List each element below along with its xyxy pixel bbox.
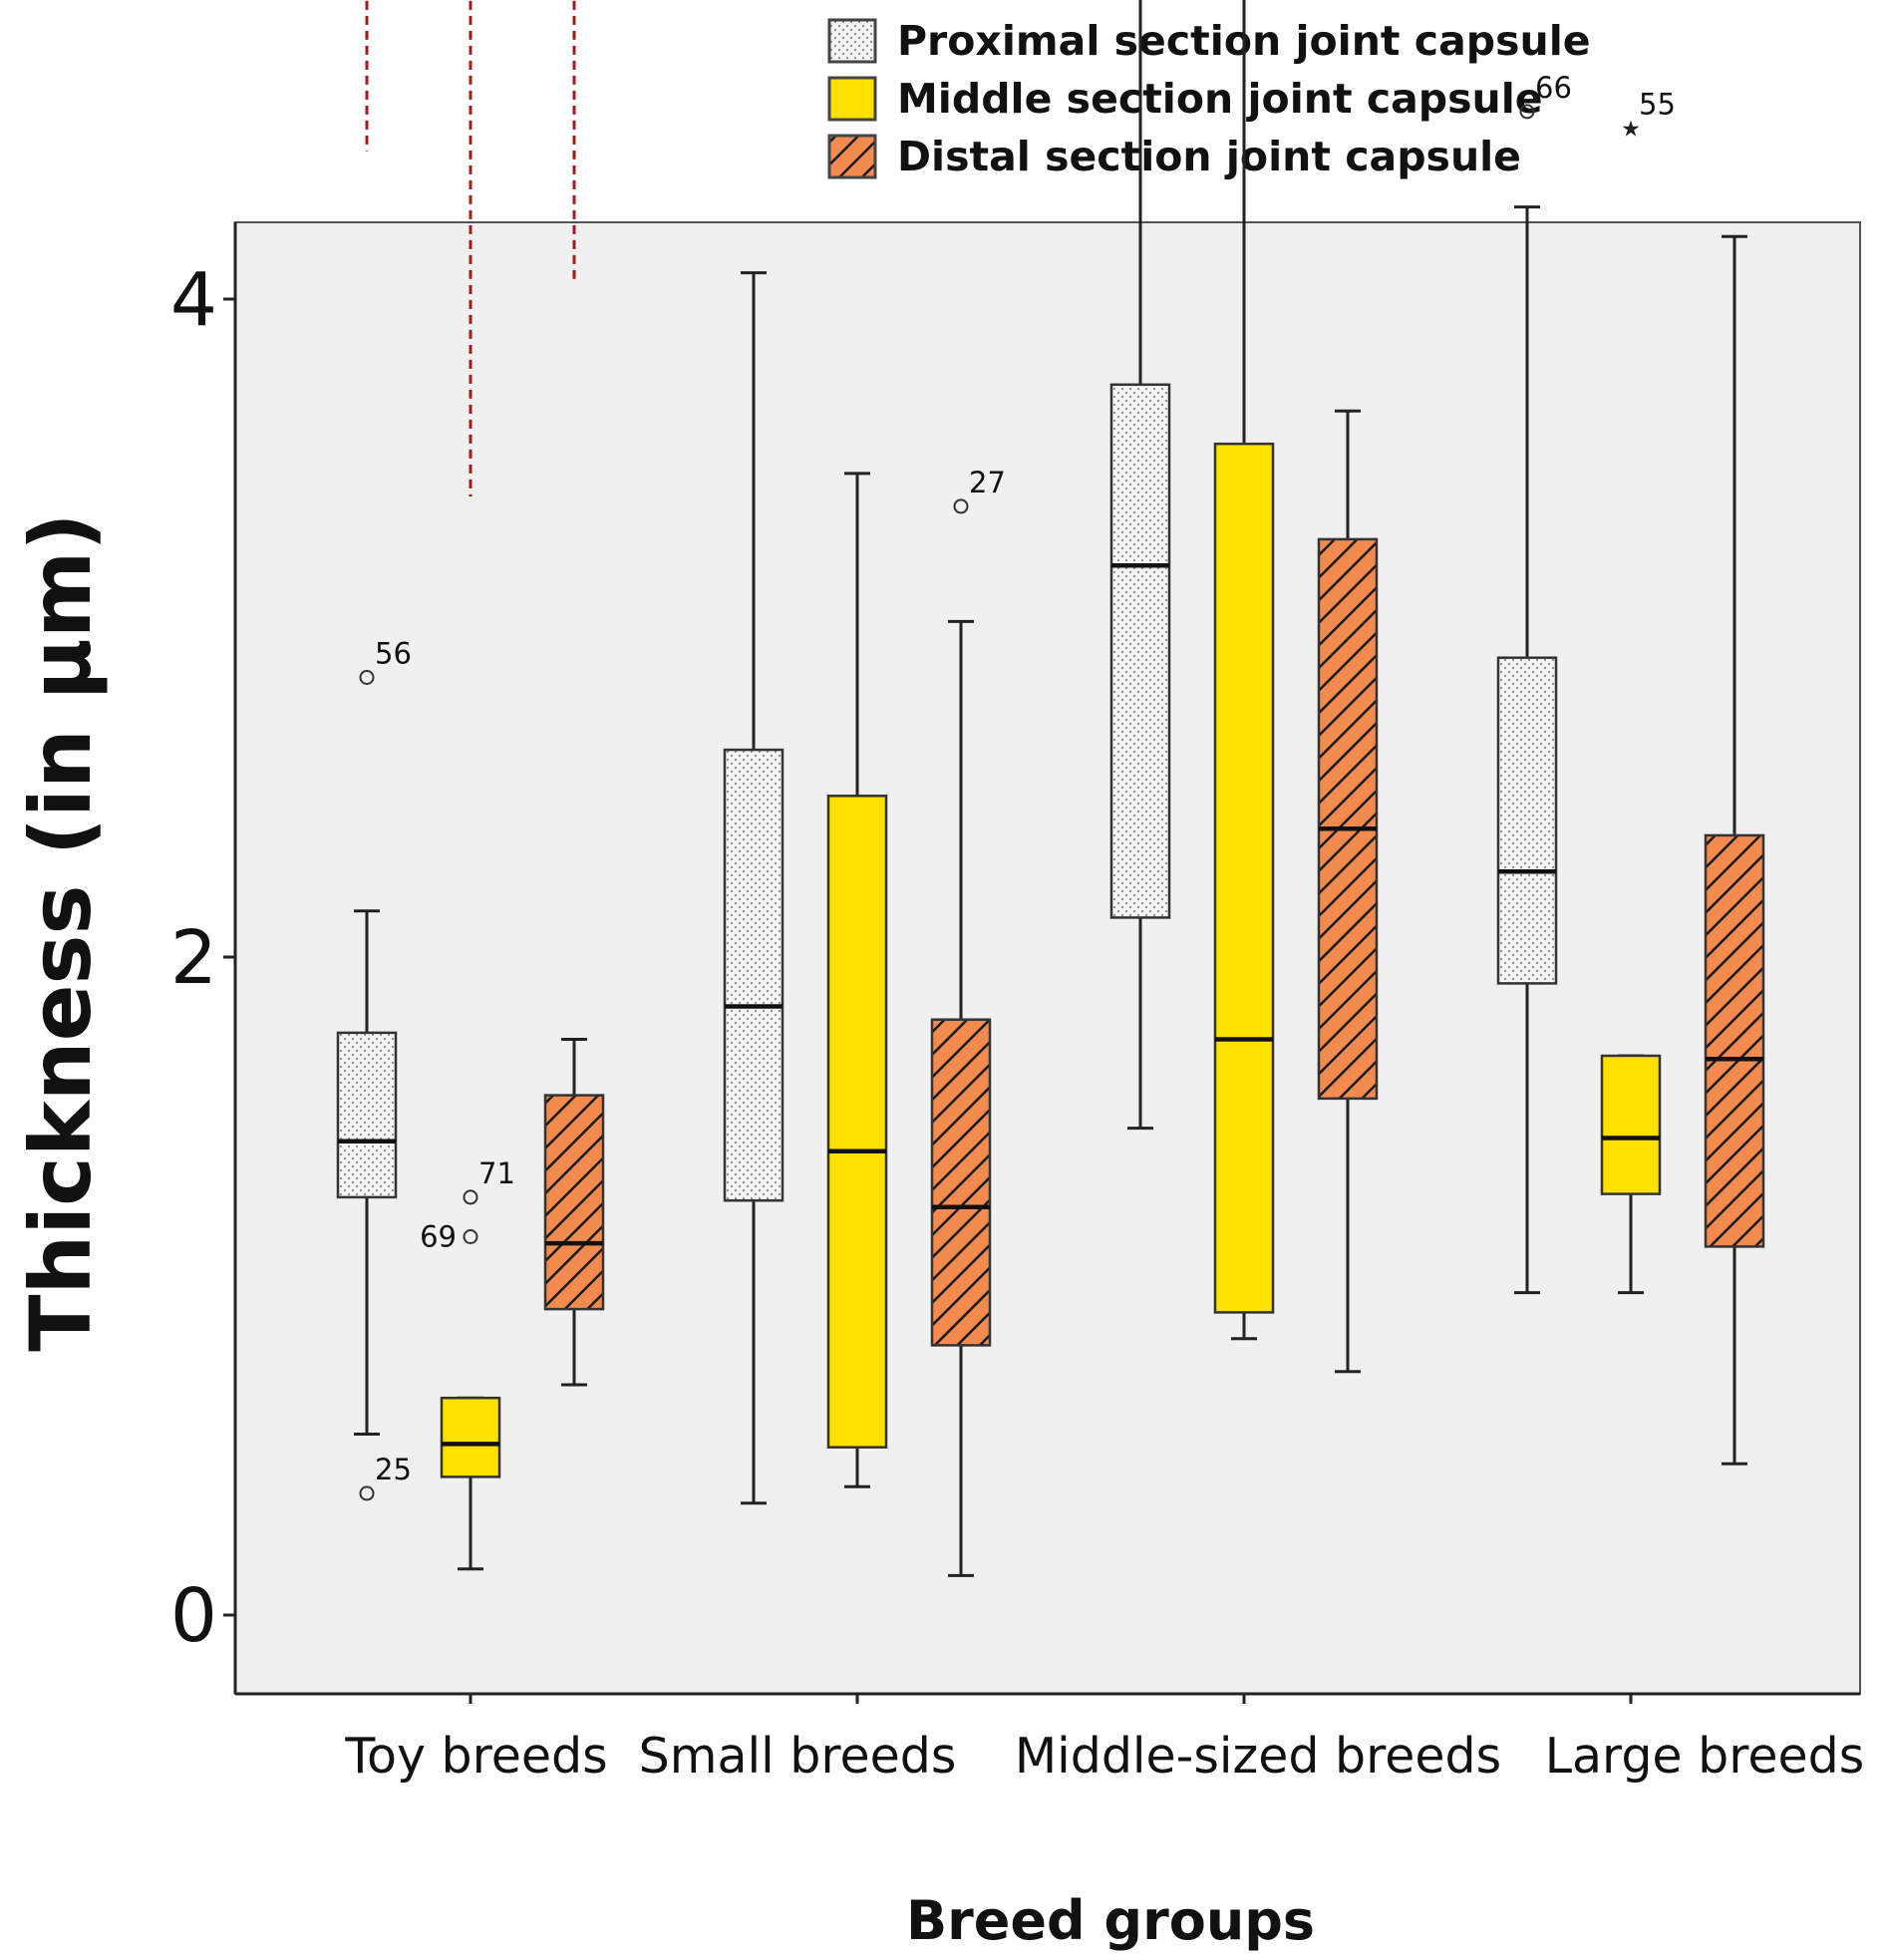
outlier-label: 71 [478, 1156, 515, 1190]
box-iqr [1317, 537, 1379, 1101]
y-tick-label: 2 [170, 915, 217, 1001]
x-category-label: Middle-sized breeds [1015, 1728, 1501, 1785]
box-distal-3 [1704, 234, 1765, 1466]
box-iqr [1109, 383, 1171, 919]
legend-label-middle: Middle section joint capsule [897, 75, 1543, 123]
outlier-star: ★ [1621, 117, 1641, 142]
y-tick-label: 4 [170, 257, 217, 343]
legend-swatch-middle [827, 76, 877, 122]
box-iqr [1213, 442, 1275, 1314]
outlier-label: 25 [375, 1453, 412, 1486]
outlier-circle [1519, 104, 1535, 120]
box-middle-3 [1600, 1054, 1662, 1295]
y-axis-ticks: 02468 [170, 257, 235, 1659]
legend: Proximal section joint capsule Middle se… [827, 17, 1591, 180]
legend-swatch-distal [827, 134, 877, 179]
legend-item-proximal: Proximal section joint capsule [827, 17, 1591, 65]
x-category-label: Small breeds [639, 1728, 957, 1785]
legend-swatch-proximal [827, 18, 877, 64]
x-category-label: Toy breeds [344, 1728, 607, 1785]
box-proximal-3 [1496, 205, 1558, 1295]
outlier-label: 55 [1639, 87, 1676, 121]
box-iqr [723, 748, 785, 1202]
outlier-circle [463, 1189, 478, 1205]
outlier-label: 66 [1535, 71, 1572, 105]
box-iqr [1704, 833, 1765, 1248]
box-iqr [440, 1396, 501, 1478]
x-axis-ticks: Toy breeds Small breeds Middle-sized breed… [344, 1694, 1864, 1785]
box-distal-1 [930, 619, 992, 1577]
significance-bracket: * [365, 0, 576, 496]
box-iqr [1600, 1054, 1662, 1195]
box-iqr [826, 795, 888, 1449]
outlier-label: 27 [969, 466, 1006, 499]
box-distal-0 [543, 1038, 605, 1387]
box-iqr [930, 1018, 992, 1347]
box-proximal-1 [723, 271, 785, 1505]
box-series [336, 0, 1765, 1577]
y-axis-title: Thickness (in µm) [12, 512, 110, 1352]
x-category-label: Large breeds [1545, 1728, 1865, 1785]
outlier-circle [359, 1485, 375, 1501]
box-middle-2 [1213, 0, 1275, 1341]
box-middle-1 [826, 472, 888, 1488]
outlier-label: 69 [420, 1220, 457, 1254]
box-proximal-2 [1109, 0, 1171, 1131]
outlier-star: ★ [1621, 0, 1641, 1]
plot-area [234, 221, 1861, 1695]
legend-item-distal: Distal section joint capsule [827, 133, 1521, 180]
y-tick-label: 0 [170, 1573, 217, 1659]
legend-item-middle: Middle section joint capsule [827, 75, 1543, 123]
outlier-circle [359, 670, 375, 685]
x-axis-title: Breed groups [906, 1889, 1315, 1952]
outlier-label: 56 [375, 637, 412, 671]
box-iqr [543, 1094, 605, 1311]
box-distal-2 [1317, 409, 1379, 1374]
box-middle-0 [440, 1396, 501, 1571]
outlier-circle [953, 498, 969, 514]
legend-label-distal: Distal section joint capsule [897, 133, 1521, 180]
outlier-circle [463, 1229, 478, 1244]
box-iqr [336, 1031, 398, 1199]
box-proximal-0 [336, 909, 398, 1436]
box-iqr [1496, 656, 1558, 985]
